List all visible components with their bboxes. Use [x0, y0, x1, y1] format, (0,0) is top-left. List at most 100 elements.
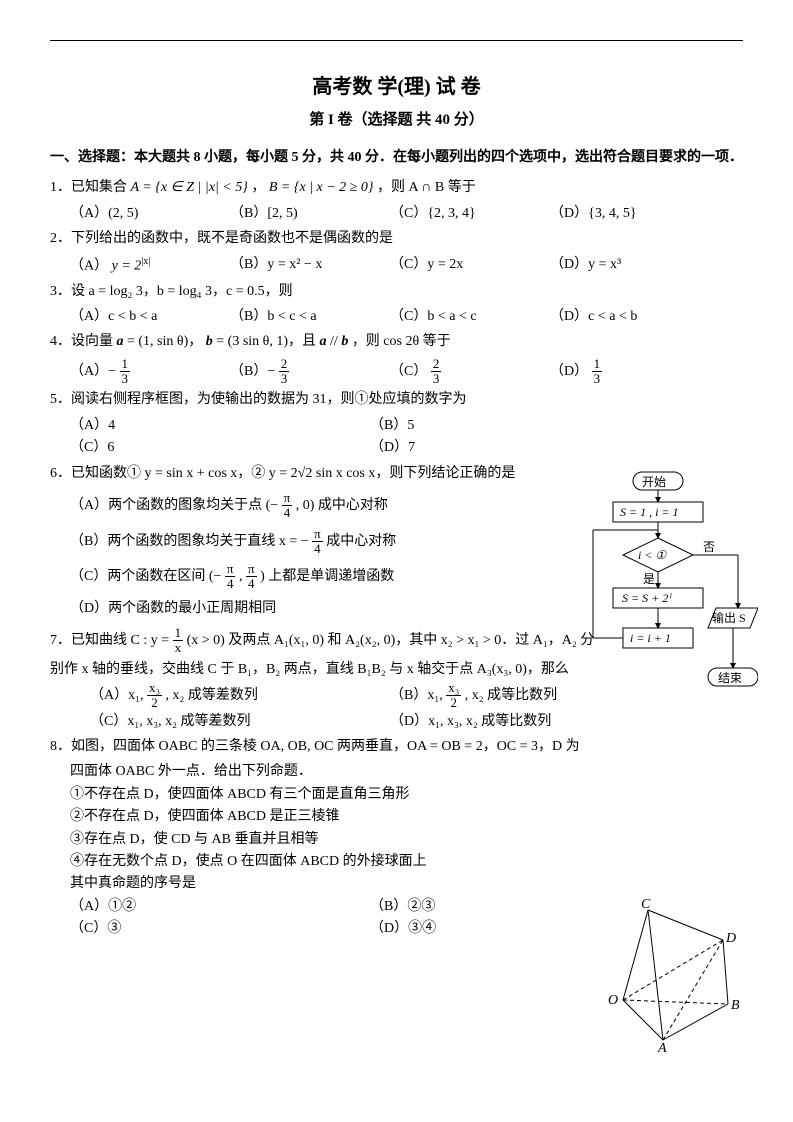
q1-option-C: （C）{2, 3, 4}: [390, 203, 540, 225]
q6C-pre: （C）两个函数在区间 (−: [70, 569, 221, 584]
q4D-num: 1: [592, 357, 603, 372]
q4C-num: 2: [431, 357, 442, 372]
q2-option-A: （A） y = 2|x|: [70, 254, 220, 278]
tetra-D: D: [726, 928, 736, 950]
q3-option-D: （D）c < a < b: [550, 306, 700, 328]
q8-option-A: （A）①②: [70, 896, 370, 918]
q8-p3: ③存在点 D，使 CD 与 AB 垂直并且相等: [70, 829, 743, 851]
q5-option-B: （B）5: [370, 415, 670, 437]
q1-set-A: A = {x ∈ Z | |x| < 5}: [131, 180, 248, 195]
top-rule: [50, 40, 743, 41]
question-8a: 8．如图，四面体 OABC 的三条棱 OA, OB, OC 两两垂直，OA = …: [50, 736, 743, 758]
q7-option-C: （C）x₁, x₃, x₂ 成等差数列: [90, 711, 390, 733]
q7-option-A: （A）x₁, x₃2 , x₂ 成等差数列: [90, 681, 390, 711]
q4-vec-b: b: [206, 334, 213, 349]
section-1-header: 一、选择题：本大题共 8 小题，每小题 5 分，共 40 分．在每小题列出的四个…: [50, 147, 743, 169]
q4-option-A: （A）− 13: [70, 357, 220, 387]
q4-a: 4．设向量: [50, 334, 117, 349]
fc-start: 开始: [642, 473, 666, 492]
tetra-svg: [593, 900, 743, 1050]
q1-set-B: B = {x | x − 2 ≥ 0}: [269, 180, 374, 195]
q6C-mid: ,: [239, 569, 246, 584]
question-2: 2．下列给出的函数中，既不是奇函数也不是偶函数的是: [50, 228, 743, 250]
fc-output: 输出 S: [712, 609, 746, 628]
q2-A-sup: |x|: [141, 256, 150, 267]
q8-q: 其中真命题的序号是: [70, 873, 743, 895]
fc-yes: 是: [643, 570, 655, 589]
q7A-den: 2: [147, 696, 162, 710]
q1-option-A: （A）(2, 5): [70, 203, 220, 225]
q7A-post: , x₂ 成等差数列: [166, 688, 258, 703]
q6A-pre: （A）两个函数的图象均关于点 (−: [70, 498, 278, 513]
q4A-pre: （A）−: [70, 364, 116, 379]
q4-vec-b2: b: [341, 334, 348, 349]
fc-end: 结束: [718, 669, 742, 688]
q6C-post: ) 上都是单调递增函数: [260, 569, 394, 584]
fc-cond: i < ①: [638, 546, 666, 565]
q4B-den: 3: [279, 372, 290, 386]
q7-num: 1: [173, 626, 184, 641]
fc-no: 否: [703, 538, 715, 557]
q7B-post: , x₂ 成等比数列: [465, 688, 557, 703]
q6B-den: 4: [312, 542, 323, 556]
q4D-pre: （D）: [550, 364, 588, 379]
q4-option-B: （B）− 23: [230, 357, 380, 387]
q1-option-D: （D）{3, 4, 5}: [550, 203, 700, 225]
q2-option-D: （D）y = x³: [550, 254, 700, 278]
q8-p4: ④存在无数个点 D，使点 O 在四面体 ABCD 的外接球面上: [70, 851, 743, 873]
q4A-den: 3: [120, 372, 131, 386]
q4B-pre: （B）−: [230, 364, 275, 379]
flowchart: 开始 S = 1 , i = 1 i < ① 否 是 S = S + 2ⁱ 输出…: [578, 470, 748, 736]
tetra-C: C: [641, 894, 650, 916]
q3-option-C: （C）b < a < c: [390, 306, 540, 328]
q1-stem-e: ，则 A ∩ B 等于: [377, 180, 476, 195]
q6A-num: π: [282, 491, 293, 506]
q5-option-D: （D）7: [370, 437, 670, 459]
q6A-den: 4: [282, 506, 293, 520]
page-title: 高考数 学(理) 试 卷: [50, 71, 743, 103]
q1-stem-c: ，: [251, 180, 265, 195]
q2-A-pre: （A）: [70, 258, 108, 273]
q6C-d1: 4: [225, 577, 236, 591]
q6-option-A: （A）两个函数的图象均关于点 (− π4 , 0) 成中心对称: [70, 491, 540, 521]
q6-option-C: （C）两个函数在区间 (− π4 , π4 ) 上都是单调递增函数: [70, 562, 540, 592]
q4-option-D: （D） 13: [550, 357, 700, 387]
q7B-den: 2: [446, 696, 461, 710]
q4C-pre: （C）: [390, 364, 427, 379]
q2-option-B: （B）y = x² − x: [230, 254, 380, 278]
q5-option-A: （A）4: [70, 415, 370, 437]
q4-e: = (3 sin θ, 1)，且: [216, 334, 319, 349]
fc-init: S = 1 , i = 1: [620, 503, 679, 522]
q7A-pre: （A）x₁,: [90, 688, 147, 703]
q6C-n2: π: [246, 562, 257, 577]
q3-option-B: （B）b < c < a: [230, 306, 380, 328]
q3-option-A: （A）c < b < a: [70, 306, 220, 328]
question-6: 6．已知函数① y = sin x + cos x，② y = 2√2 sin …: [50, 463, 520, 485]
question-4: 4．设向量 a = (1, sin θ)， b = (3 sin θ, 1)，且…: [50, 331, 743, 353]
q4B-num: 2: [279, 357, 290, 372]
q6-option-B: （B）两个函数的图象均关于直线 x = − π4 成中心对称: [70, 527, 540, 557]
tetrahedron-figure: C D O B A: [593, 900, 743, 1058]
q2-A-math: y = 2: [112, 258, 142, 273]
q6A-post: , 0) 成中心对称: [296, 498, 388, 513]
q1-stem-a: 1．已知集合: [50, 180, 131, 195]
q6C-n1: π: [225, 562, 236, 577]
q2-option-C: （C）y = 2x: [390, 254, 540, 278]
q7A-num: x₃: [147, 681, 162, 696]
q6-option-D: （D）两个函数的最小正周期相同: [70, 598, 540, 620]
q6B-post: 成中心对称: [326, 534, 396, 549]
q4-vec-a2: a: [320, 334, 327, 349]
tetra-A: A: [658, 1038, 667, 1060]
q7-b: (x > 0) 及两点 A₁(x₁, 0) 和 A₂(x₂, 0)，其中 x₂ …: [187, 633, 595, 648]
q5-option-C: （C）6: [70, 437, 370, 459]
q4-i: ，则 cos 2θ 等于: [352, 334, 451, 349]
question-3: 3．设 a = log₂ 3，b = log₄ 3，c = 0.5，则: [50, 281, 743, 303]
q6C-d2: 4: [246, 577, 257, 591]
question-8b: 四面体 OABC 外一点．给出下列命题．: [70, 761, 743, 783]
q4D-den: 3: [592, 372, 603, 386]
q7-den: x: [173, 641, 184, 655]
question-1: 1．已知集合 A = {x ∈ Z | |x| < 5} ， B = {x | …: [50, 177, 743, 199]
q4-c: = (1, sin θ)，: [127, 334, 202, 349]
q7B-num: x₃: [446, 681, 461, 696]
fc-step2: i = i + 1: [630, 629, 671, 648]
